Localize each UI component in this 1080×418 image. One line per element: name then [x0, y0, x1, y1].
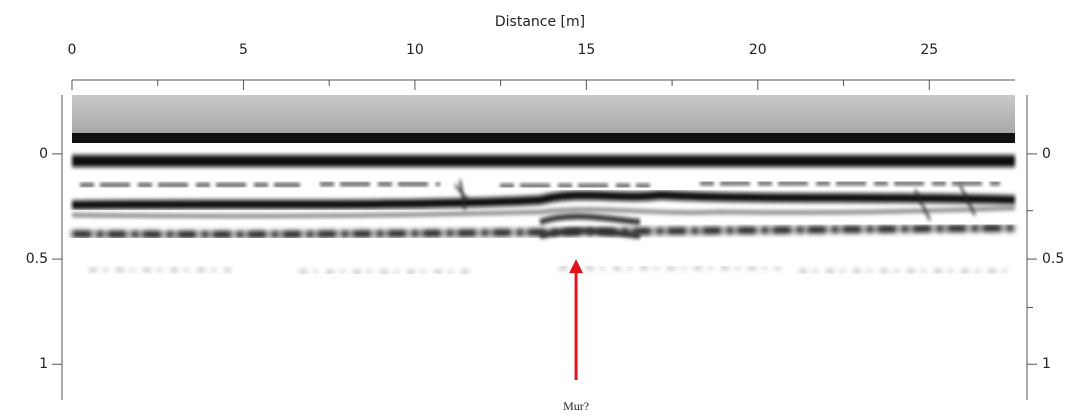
- y2-tick-label: 0.5: [1042, 251, 1064, 267]
- y2-tick-label: 1: [1042, 356, 1051, 372]
- x-tick-label: 25: [920, 42, 938, 58]
- x-axis-label: Distance [m]: [495, 14, 585, 30]
- x-tick-label: 10: [406, 42, 424, 58]
- y-tick-label: 1: [39, 356, 48, 372]
- radargram-image: [71, 95, 1016, 275]
- x-tick-label: 0: [68, 42, 77, 58]
- y-tick-label: 0.5: [26, 251, 48, 267]
- x-tick-label: 15: [577, 42, 595, 58]
- y2-tick-label: 0: [1042, 146, 1051, 162]
- x-tick-label: 20: [749, 42, 767, 58]
- x-tick-label: 5: [239, 42, 248, 58]
- y-tick-label: 0: [39, 146, 48, 162]
- annotation-arrowhead: [569, 259, 584, 274]
- annotation-text: Mur?: [563, 399, 589, 413]
